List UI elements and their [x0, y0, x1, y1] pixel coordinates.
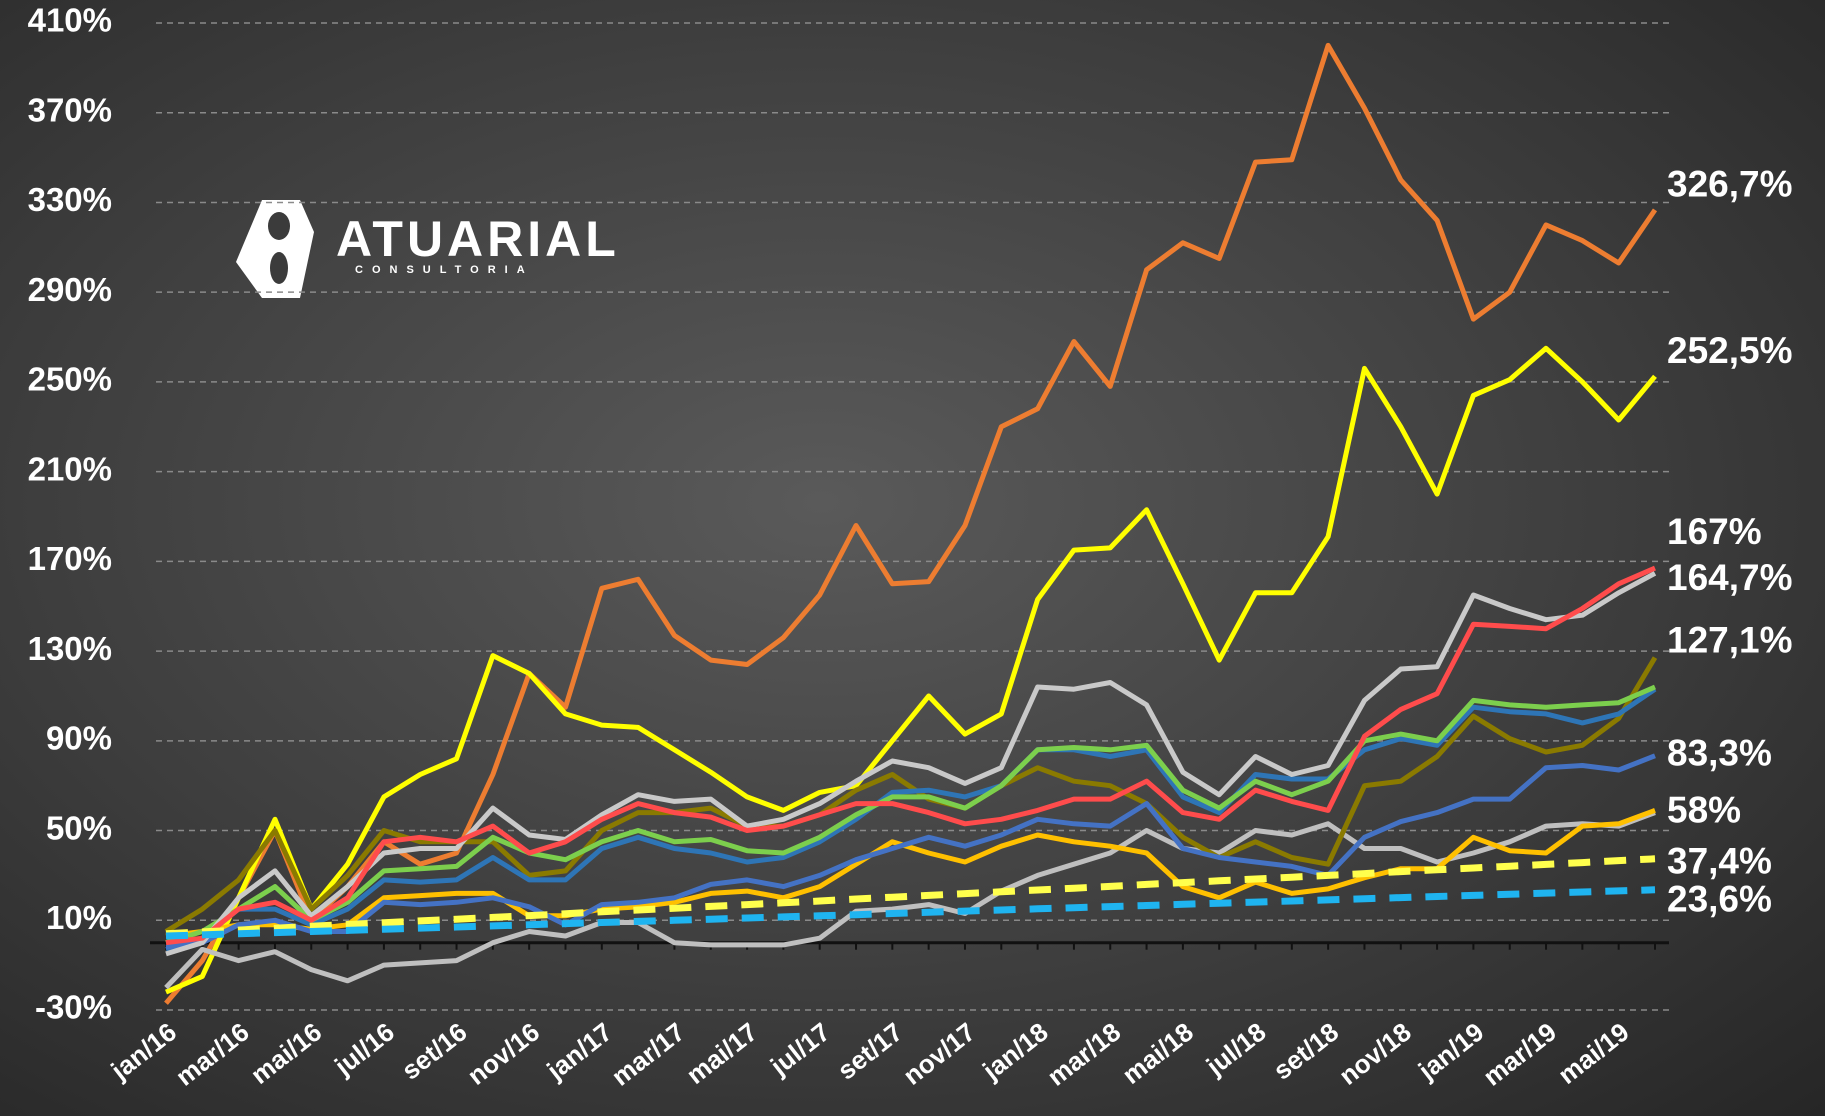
- x-tick-label: jul/18: [1200, 1017, 1272, 1082]
- end-label: 83,3%: [1667, 733, 1772, 774]
- x-tick-label: nov/17: [898, 1017, 981, 1091]
- logo-subtitle: CONSULTORIA: [355, 264, 534, 276]
- x-tick-label: mai/19: [1552, 1017, 1634, 1090]
- end-label: 164,7%: [1667, 557, 1793, 598]
- x-tick-label: mai/17: [681, 1017, 763, 1090]
- x-tick-label: jan/19: [1412, 1017, 1489, 1087]
- x-tick-label: set/16: [396, 1017, 473, 1086]
- series-line: [164, 810, 1656, 990]
- end-label: 167%: [1667, 511, 1762, 552]
- series-line: [164, 42, 1658, 1005]
- x-tick-label: jul/16: [328, 1017, 400, 1082]
- series-line: [165, 571, 1657, 957]
- end-label: 23,6%: [1667, 879, 1772, 920]
- y-tick-label: 330%: [28, 181, 112, 218]
- y-tick-label: 370%: [28, 91, 112, 128]
- end-label: 37,4%: [1667, 841, 1772, 882]
- series-line: [165, 684, 1656, 946]
- series-line: [165, 855, 1656, 938]
- x-tick-label: jan/17: [540, 1017, 617, 1087]
- x-tick-label: set/18: [1267, 1017, 1344, 1086]
- x-tick-label: mar/17: [606, 1017, 691, 1092]
- y-tick-label: 130%: [28, 630, 112, 667]
- series-line: [165, 753, 1656, 950]
- y-tick-label: 10%: [46, 899, 112, 936]
- x-tick-label: set/17: [832, 1017, 909, 1086]
- logo-icon-hole: [268, 212, 290, 240]
- series-line: [165, 687, 1657, 952]
- y-tick-label: 170%: [28, 540, 112, 577]
- end-label: 252,5%: [1667, 330, 1793, 371]
- logo-icon: [236, 200, 314, 298]
- x-tick-label: jan/16: [105, 1017, 182, 1087]
- logo-icon-hole: [270, 252, 288, 284]
- series-line: [165, 886, 1656, 940]
- y-tick-label: 50%: [46, 809, 112, 846]
- x-tick-label: mai/16: [245, 1017, 327, 1090]
- x-tick-label: jul/17: [764, 1017, 836, 1082]
- x-tick-label: nov/16: [462, 1017, 545, 1091]
- series-line: [165, 565, 1656, 946]
- x-tick-label: jan/18: [976, 1017, 1053, 1087]
- y-tick-label: 250%: [28, 361, 112, 398]
- logo-name: ATUARIAL: [336, 211, 620, 267]
- y-tick-label: -30%: [35, 989, 112, 1026]
- y-tick-label: 210%: [28, 450, 112, 487]
- x-tick-label: mar/19: [1477, 1017, 1562, 1092]
- x-tick-label: mai/18: [1117, 1017, 1199, 1090]
- y-tick-label: 410%: [28, 2, 112, 39]
- x-tick-label: nov/18: [1333, 1017, 1416, 1091]
- end-label: 127,1%: [1667, 619, 1793, 660]
- y-tick-label: 90%: [46, 720, 112, 757]
- end-label: 58%: [1667, 789, 1741, 830]
- x-tick-label: mar/16: [170, 1017, 255, 1092]
- series-line: [165, 345, 1657, 995]
- y-tick-label: 290%: [28, 271, 112, 308]
- logo: ATUARIAL CONSULTORIA: [236, 200, 620, 298]
- end-label: 326,7%: [1667, 164, 1793, 205]
- x-tick-label: mar/18: [1042, 1017, 1127, 1092]
